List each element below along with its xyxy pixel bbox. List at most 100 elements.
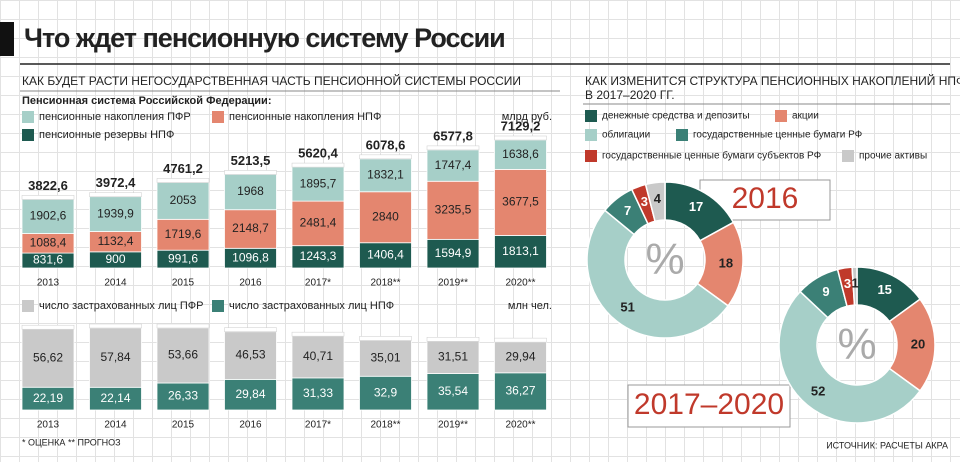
legend-label: пенсионные резервы НПФ xyxy=(39,129,174,141)
total-label: 5620,4 xyxy=(298,146,339,161)
x-tick-label: 2017* xyxy=(305,420,331,431)
value-label: 26,33 xyxy=(168,389,198,403)
slice-label: 20 xyxy=(911,336,925,351)
value-label: 1813,1 xyxy=(502,244,539,258)
value-label: 1088,4 xyxy=(30,235,67,249)
value-label: 1243,3 xyxy=(300,249,337,263)
x-tick-label: 2016 xyxy=(239,278,262,289)
donut-center: % xyxy=(837,320,876,369)
slice-label: 1 xyxy=(851,275,858,290)
value-label: 46,53 xyxy=(235,348,265,362)
bar-segment xyxy=(426,238,480,269)
bar-top xyxy=(156,178,210,183)
legend-swatch xyxy=(22,300,34,312)
x-tick-label: 2015 xyxy=(172,420,195,431)
value-label: 57,84 xyxy=(100,350,130,364)
legend-label: пенсионные накопления ПФР xyxy=(39,111,191,123)
section-title: КАК ИЗМЕНИТСЯ СТРУКТУРА ПЕНСИОННЫХ НАКОП… xyxy=(585,73,960,102)
total-label: 5213,5 xyxy=(231,153,271,168)
bar-segment xyxy=(494,372,547,411)
legend-swatch xyxy=(212,300,224,312)
slice-label: 7 xyxy=(624,203,631,218)
legend-swatch xyxy=(585,129,597,141)
slice-label: 3 xyxy=(641,194,648,209)
bar-top xyxy=(426,145,480,151)
value-label: 2148,7 xyxy=(232,221,269,235)
legend-swatch xyxy=(775,110,787,122)
legend-label: пенсионные накопления НПФ xyxy=(229,111,381,123)
bar-segment xyxy=(224,331,277,380)
legend-label: число застрахованных лиц НПФ xyxy=(229,300,394,312)
value-label: 1406,4 xyxy=(367,248,404,262)
x-tick-label: 2013 xyxy=(37,420,60,431)
bar-top xyxy=(494,135,547,141)
unit: млрд руб. xyxy=(502,111,552,123)
x-tick-label: 2018** xyxy=(370,278,400,289)
value-label: 1638,6 xyxy=(502,147,539,161)
donut-slice xyxy=(778,290,922,424)
slice-label: 4 xyxy=(654,191,662,206)
value-label: 1719,6 xyxy=(165,227,202,241)
value-label: 1902,6 xyxy=(30,209,67,223)
value-label: 32,9 xyxy=(374,385,398,399)
value-label: 3235,5 xyxy=(435,202,472,216)
value-label: 1096,8 xyxy=(232,250,269,264)
legend-swatch xyxy=(585,110,597,122)
year-label: 2017–2020 xyxy=(634,388,784,421)
value-label: 1747,4 xyxy=(435,158,472,172)
legend-swatch xyxy=(212,111,224,123)
value-label: 29,94 xyxy=(505,350,535,364)
bar-segment xyxy=(156,327,210,384)
x-tick-label: 2015 xyxy=(172,278,195,289)
value-label: 1968 xyxy=(237,184,264,198)
bar-segment xyxy=(291,166,345,202)
value-label: 40,71 xyxy=(303,349,333,363)
value-label: 22,14 xyxy=(100,391,130,405)
legend-label: денежные средства и депозиты xyxy=(602,111,750,122)
bar-top xyxy=(156,323,210,329)
title-block xyxy=(0,22,14,56)
value-label: 35,01 xyxy=(370,351,400,365)
donut-slice xyxy=(644,181,666,223)
value-label: 2053 xyxy=(170,193,197,207)
legend-swatch xyxy=(585,150,597,162)
bar-top xyxy=(21,195,75,200)
x-tick-label: 2018** xyxy=(370,420,400,431)
donut-center: % xyxy=(645,235,684,284)
bar-segment xyxy=(359,158,412,193)
bar-top xyxy=(89,323,142,329)
bar-segment xyxy=(426,149,480,182)
bar-segment xyxy=(359,191,412,244)
slice-label: 9 xyxy=(822,284,829,299)
bar-segment xyxy=(426,340,480,374)
legend-swatch xyxy=(842,150,854,162)
bar-segment xyxy=(156,382,210,411)
legend-label: государственные ценные бумаги субъектов … xyxy=(602,150,822,162)
x-tick-label: 2020** xyxy=(505,420,535,431)
value-label: 56,62 xyxy=(33,350,63,364)
value-label: 22,19 xyxy=(33,391,63,405)
section-title: КАК БУДЕТ РАСТИ НЕГОСУДАРСТВЕННАЯ ЧАСТЬ … xyxy=(22,73,521,88)
bar-top xyxy=(89,192,142,197)
bar-top xyxy=(359,154,412,160)
bar-segment xyxy=(426,373,480,411)
slice-label: 51 xyxy=(620,300,634,315)
bar-top xyxy=(291,162,345,168)
bar-segment xyxy=(21,198,75,234)
value-label: 53,66 xyxy=(168,348,198,362)
x-tick-label: 2017* xyxy=(305,278,331,289)
legend-label: акции xyxy=(792,111,819,122)
slice-label: 18 xyxy=(719,255,733,270)
value-label: 3677,5 xyxy=(502,195,539,209)
bar-top xyxy=(426,337,480,342)
value-label: 2840 xyxy=(372,209,399,223)
bar-segment xyxy=(494,139,547,170)
bar-segment xyxy=(224,209,277,249)
value-label: 991,6 xyxy=(168,251,198,265)
bar-top xyxy=(21,324,75,330)
bar-top xyxy=(494,337,547,343)
bar-segment xyxy=(359,242,412,269)
main-title: Что ждет пенсионную систему России xyxy=(24,23,505,53)
x-tick-label: 2019** xyxy=(438,278,468,289)
